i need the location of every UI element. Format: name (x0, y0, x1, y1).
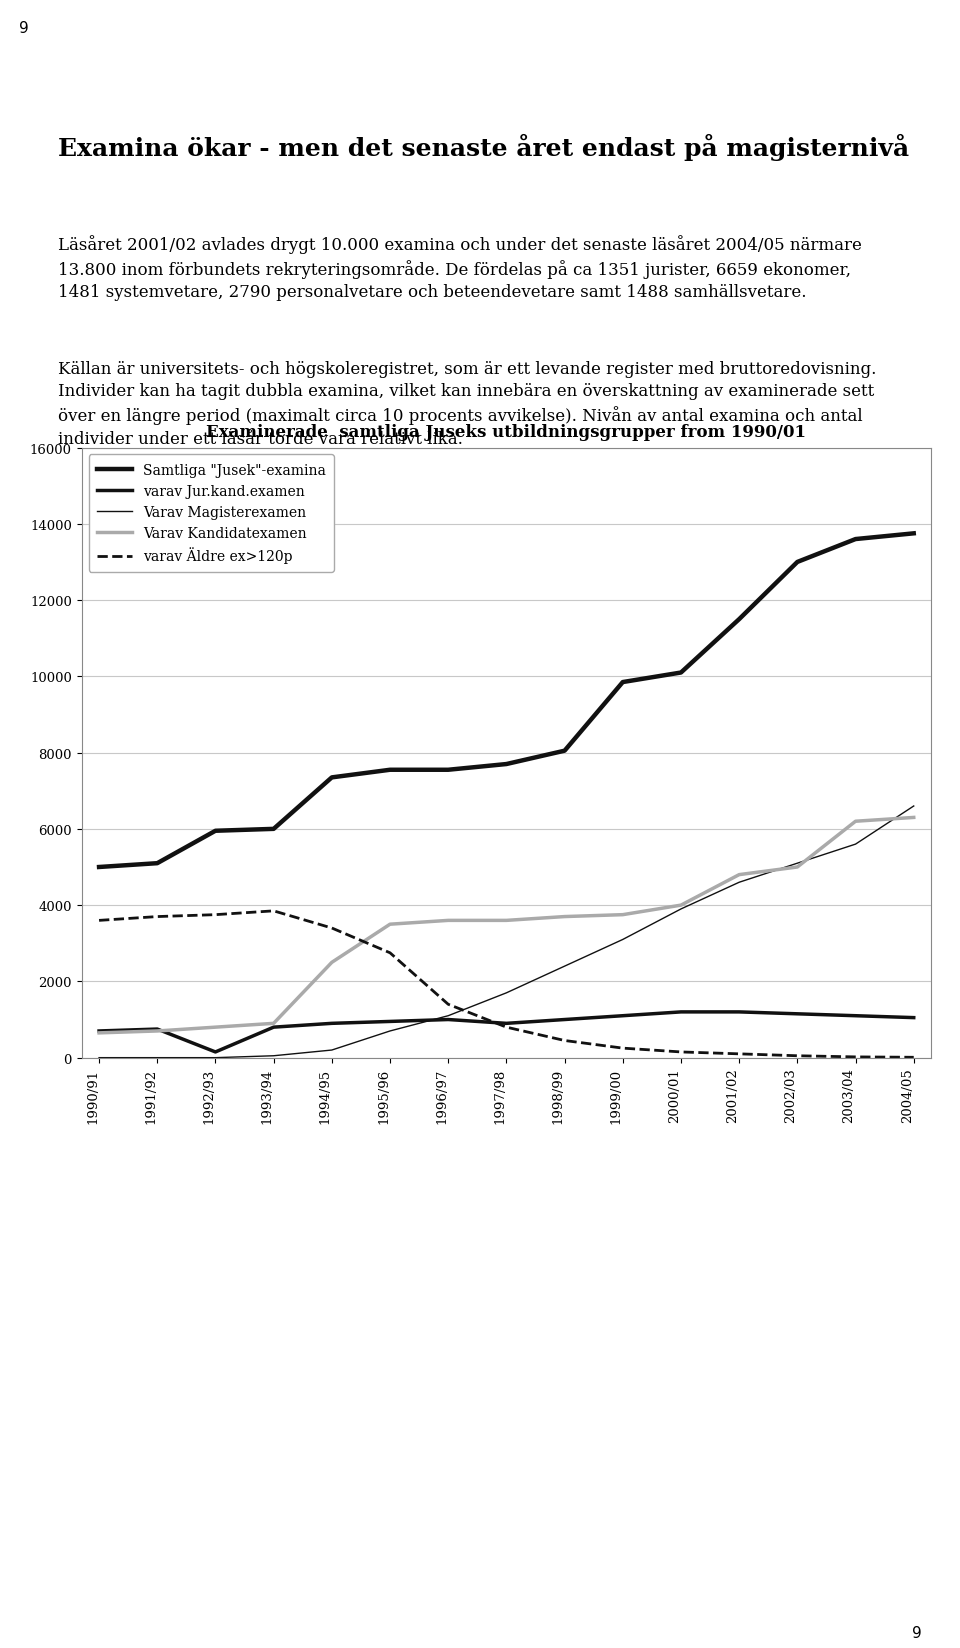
Varav Kandidatexamen (850, 812, 861, 832)
Varav Kandidatexamen (675, 897, 686, 916)
Varav Magisterexamen (443, 1007, 454, 1027)
varav Äldre ex>120p (733, 1045, 745, 1065)
varav Jur.kand.examen (384, 1012, 396, 1032)
Varav Magisterexamen (268, 1046, 279, 1066)
Varav Kandidatexamen (500, 911, 512, 931)
Line: varav Äldre ex>120p: varav Äldre ex>120p (99, 911, 914, 1058)
Varav Kandidatexamen (384, 915, 396, 934)
varav Äldre ex>120p (908, 1048, 920, 1068)
Samtliga "Jusek"-examina (209, 821, 221, 840)
Legend: Samtliga "Jusek"-examina, varav Jur.kand.examen, Varav Magisterexamen, Varav Kan: Samtliga "Jusek"-examina, varav Jur.kand… (88, 455, 334, 572)
Varav Magisterexamen (733, 873, 745, 893)
Text: Källan är universitets- och högskoleregistret, som är ett levande register med b: Källan är universitets- och högskoleregi… (58, 361, 876, 447)
varav Äldre ex>120p (93, 911, 105, 931)
varav Jur.kand.examen (443, 1010, 454, 1030)
varav Äldre ex>120p (850, 1048, 861, 1068)
varav Äldre ex>120p (792, 1046, 804, 1066)
Varav Magisterexamen (617, 929, 629, 949)
Varav Kandidatexamen (559, 906, 570, 926)
varav Äldre ex>120p (209, 905, 221, 925)
Text: Examina ökar - men det senaste året endast på magisternivå: Examina ökar - men det senaste året enda… (58, 133, 909, 162)
Samtliga "Jusek"-examina (675, 662, 686, 682)
Samtliga "Jusek"-examina (443, 760, 454, 780)
Line: Varav Kandidatexamen: Varav Kandidatexamen (99, 817, 914, 1033)
Varav Kandidatexamen (908, 808, 920, 827)
varav Äldre ex>120p (559, 1032, 570, 1051)
varav Jur.kand.examen (209, 1043, 221, 1063)
Samtliga "Jusek"-examina (733, 610, 745, 630)
Varav Magisterexamen (152, 1048, 163, 1068)
Samtliga "Jusek"-examina (908, 524, 920, 544)
Varav Magisterexamen (792, 854, 804, 873)
Varav Magisterexamen (850, 834, 861, 854)
Samtliga "Jusek"-examina (268, 819, 279, 839)
Title: Examinerade  samtliga Juseks utbildningsgrupper from 1990/01: Examinerade samtliga Juseks utbildningsg… (206, 424, 806, 442)
Line: Samtliga "Jusek"-examina: Samtliga "Jusek"-examina (99, 534, 914, 867)
Samtliga "Jusek"-examina (792, 552, 804, 572)
Varav Kandidatexamen (268, 1014, 279, 1033)
Varav Kandidatexamen (152, 1022, 163, 1042)
varav Äldre ex>120p (384, 943, 396, 962)
Varav Magisterexamen (675, 900, 686, 920)
varav Jur.kand.examen (792, 1004, 804, 1023)
varav Äldre ex>120p (617, 1038, 629, 1058)
Varav Magisterexamen (908, 796, 920, 816)
Samtliga "Jusek"-examina (326, 768, 338, 788)
Varav Magisterexamen (209, 1048, 221, 1068)
varav Jur.kand.examen (268, 1018, 279, 1038)
varav Jur.kand.examen (733, 1002, 745, 1022)
varav Jur.kand.examen (675, 1002, 686, 1022)
Samtliga "Jusek"-examina (559, 742, 570, 761)
Varav Magisterexamen (93, 1048, 105, 1068)
varav Äldre ex>120p (326, 918, 338, 938)
Samtliga "Jusek"-examina (384, 760, 396, 780)
Samtliga "Jusek"-examina (850, 529, 861, 549)
varav Jur.kand.examen (617, 1007, 629, 1027)
Varav Kandidatexamen (326, 953, 338, 972)
Varav Kandidatexamen (209, 1018, 221, 1038)
Varav Kandidatexamen (93, 1023, 105, 1043)
Varav Kandidatexamen (443, 911, 454, 931)
varav Äldre ex>120p (500, 1018, 512, 1038)
varav Jur.kand.examen (326, 1014, 338, 1033)
Line: varav Jur.kand.examen: varav Jur.kand.examen (99, 1012, 914, 1053)
Varav Magisterexamen (559, 956, 570, 976)
Varav Magisterexamen (326, 1040, 338, 1060)
varav Äldre ex>120p (675, 1043, 686, 1063)
Varav Magisterexamen (384, 1022, 396, 1042)
Text: 9: 9 (19, 21, 29, 36)
Varav Kandidatexamen (617, 905, 629, 925)
varav Jur.kand.examen (559, 1010, 570, 1030)
varav Äldre ex>120p (268, 901, 279, 921)
Samtliga "Jusek"-examina (93, 857, 105, 877)
varav Jur.kand.examen (152, 1020, 163, 1040)
Varav Magisterexamen (500, 984, 512, 1004)
Text: Läsåret 2001/02 avlades drygt 10.000 examina och under det senaste läsåret 2004/: Läsåret 2001/02 avlades drygt 10.000 exa… (58, 236, 861, 302)
Samtliga "Jusek"-examina (500, 755, 512, 775)
Varav Kandidatexamen (792, 857, 804, 877)
Samtliga "Jusek"-examina (152, 854, 163, 873)
Line: Varav Magisterexamen: Varav Magisterexamen (99, 806, 914, 1058)
varav Äldre ex>120p (152, 906, 163, 926)
Text: 9: 9 (912, 1625, 922, 1640)
varav Äldre ex>120p (443, 995, 454, 1015)
varav Jur.kand.examen (500, 1014, 512, 1033)
varav Jur.kand.examen (908, 1009, 920, 1028)
varav Jur.kand.examen (93, 1022, 105, 1042)
varav Jur.kand.examen (850, 1007, 861, 1027)
Samtliga "Jusek"-examina (617, 672, 629, 692)
Varav Kandidatexamen (733, 865, 745, 885)
